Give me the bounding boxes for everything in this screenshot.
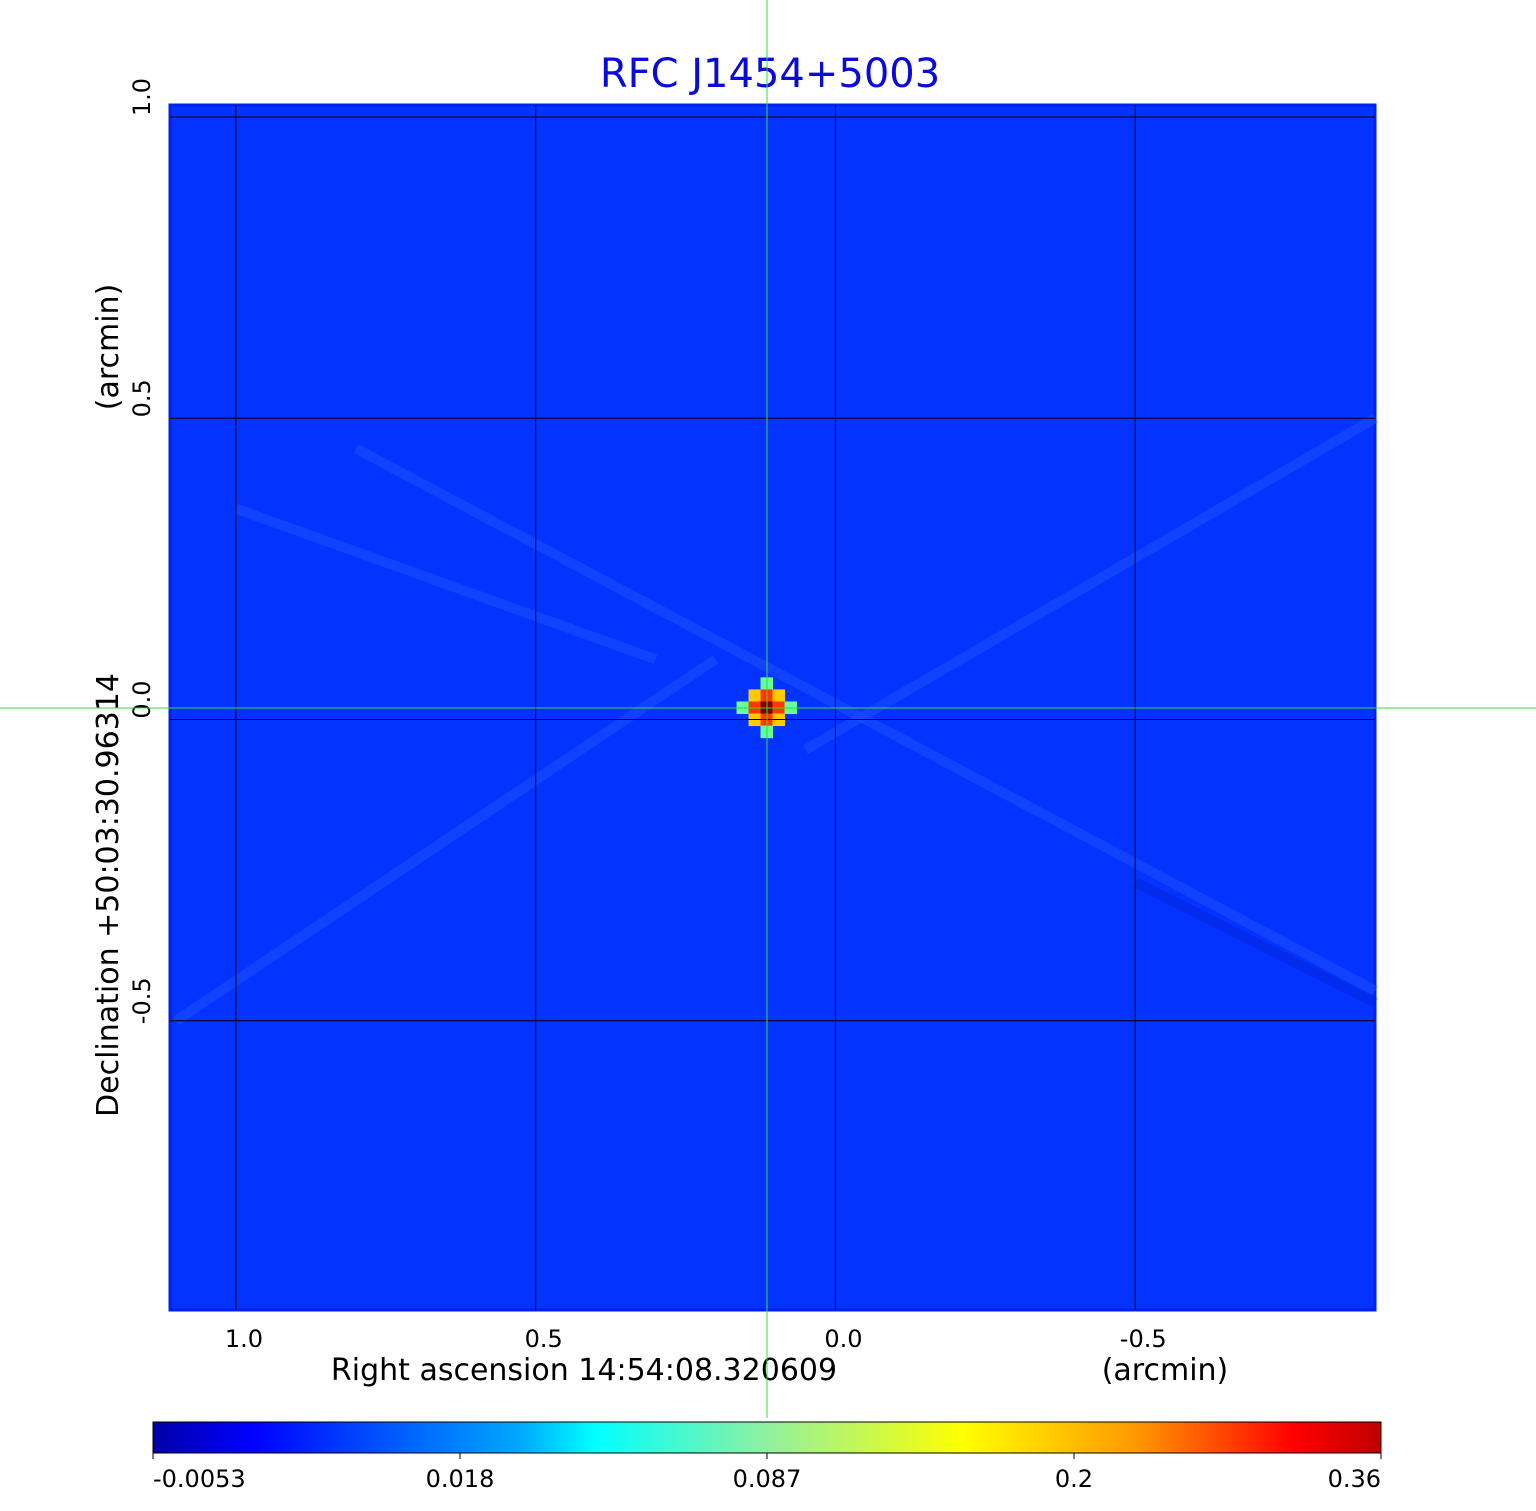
x-ticks: 1.0 0.5 0.0 -0.5 [225,1325,1167,1353]
y-tick-label: 1.0 [128,78,156,116]
image-streak [1132,877,1378,1008]
colorbar [152,1421,1382,1454]
colorbar-tick-label: 0.087 [733,1465,802,1493]
y-tick-label: -0.5 [128,977,156,1024]
colorbar-tick-label: 0.36 [1328,1465,1381,1493]
x-axis-label: Right ascension 14:54:08.320609 [331,1353,837,1388]
x-tick-label: -0.5 [1120,1325,1167,1353]
x-tick-label: 1.0 [225,1325,263,1353]
y-tick-label: 0.5 [128,379,156,417]
colorbar-tick-label: 0.018 [426,1465,495,1493]
colorbar-tick-label: -0.0053 [153,1465,246,1493]
y-tick-label: 0.0 [128,680,156,718]
source-pixel [772,689,785,702]
chart-title: RFC J1454+5003 [600,51,940,97]
y-axis-label: Declination +50:03:30.96314 [91,673,126,1117]
y-ticks: 1.0 0.5 0.0 -0.5 [128,78,156,1024]
y-axis-unit: (arcmin) [91,284,126,411]
image-streak [234,503,658,665]
colorbar-ticks: -0.0053 0.018 0.087 0.2 0.36 [152,1453,1382,1493]
source-pixel [748,689,762,702]
x-axis-unit: (arcmin) [1102,1353,1229,1388]
colorbar-tick-label: 0.2 [1055,1465,1093,1493]
x-tick-label: 0.5 [525,1325,563,1353]
image-streak [802,413,1378,754]
x-tick-label: 0.0 [824,1325,862,1353]
